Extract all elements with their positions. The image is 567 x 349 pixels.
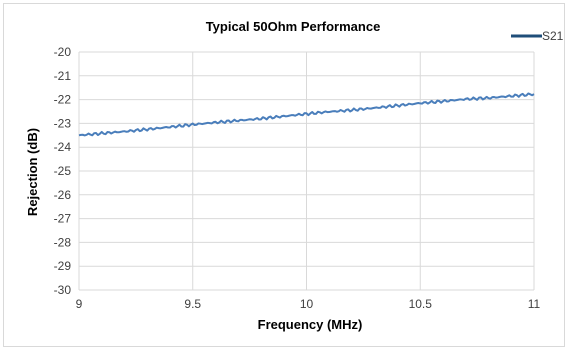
x-tick-label: 10 [300, 297, 314, 311]
y-tick-label: -26 [54, 188, 72, 202]
chart-frame: -20 -21 -22 -23 -24 -25 -26 -27 -28 -29 -30 9 9.5 10 1… [3, 3, 565, 347]
x-tick-label: 10.5 [409, 297, 433, 311]
legend-label-s21: S21 [542, 29, 564, 43]
y-tick-label: -28 [54, 235, 72, 249]
series-layer [78, 92, 535, 137]
chart-title: Typical 50Ohm Performance [206, 19, 381, 34]
y-tick-label: -27 [54, 212, 72, 226]
x-tick-label: 9.5 [184, 297, 201, 311]
y-tick-label: -23 [54, 116, 72, 130]
axis-layer: -20 -21 -22 -23 -24 -25 -26 -27 -28 -29 -30 9 9.5 10 1… [54, 45, 541, 311]
x-tick-label: 11 [528, 297, 541, 311]
series-line-s21 [78, 92, 535, 137]
y-axis-title: Rejection (dB) [25, 128, 40, 216]
legend: S21 [511, 29, 564, 43]
y-tick-label: -22 [54, 93, 72, 107]
y-tick-label: -24 [54, 140, 72, 154]
y-tick-label: -30 [54, 283, 72, 297]
y-tick-label: -29 [54, 259, 72, 273]
y-tick-label: -25 [54, 164, 72, 178]
grid-layer [78, 51, 535, 291]
chart-svg: -20 -21 -22 -23 -24 -25 -26 -27 -28 -29 -30 9 9.5 10 1… [25, 19, 564, 332]
x-axis-title: Frequency (MHz) [258, 317, 363, 332]
y-tick-label: -20 [54, 45, 72, 59]
y-tick-label: -21 [54, 69, 72, 83]
x-tick-label: 9 [76, 297, 83, 311]
